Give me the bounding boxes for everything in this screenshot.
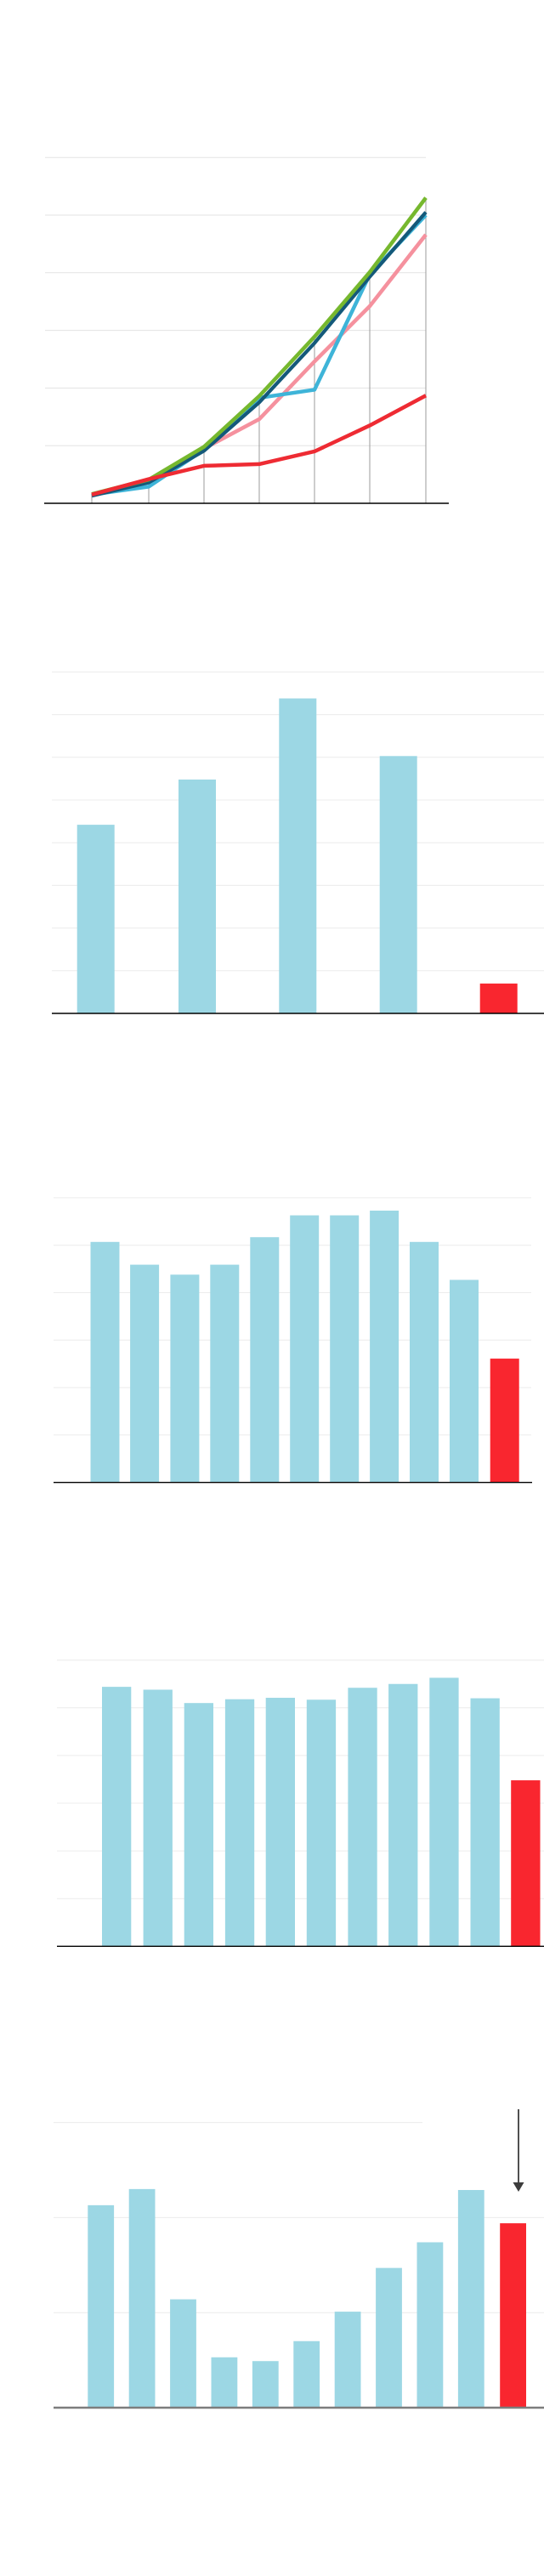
line-chart — [44, 156, 449, 504]
bar — [293, 2341, 320, 2408]
bar — [211, 2357, 238, 2408]
highlight-bar — [500, 2223, 526, 2408]
down-arrow-icon — [513, 2182, 524, 2192]
bar — [252, 2361, 279, 2408]
bar — [128, 2188, 156, 2408]
highlight-bar — [490, 1359, 519, 1483]
bar-chart-3-svg — [57, 1660, 544, 1948]
bar — [429, 1677, 459, 1947]
series-navy — [91, 211, 428, 498]
bar — [143, 1689, 173, 1947]
bar — [450, 1279, 479, 1483]
bar — [250, 1237, 280, 1483]
bar — [388, 1683, 418, 1947]
bar — [376, 2267, 402, 2408]
bar — [410, 1241, 439, 1483]
bar — [170, 2299, 196, 2408]
bar — [416, 2242, 444, 2408]
bar — [330, 1215, 360, 1483]
highlight-bar — [479, 983, 518, 1013]
bar — [470, 1698, 500, 1947]
figure-line-chart — [34, 14, 544, 2576]
bar-chart-4 — [54, 2109, 544, 2409]
bar — [130, 1264, 160, 1483]
bar — [457, 2189, 484, 2408]
bar — [370, 1210, 400, 1483]
bar — [184, 1703, 213, 1947]
bar — [348, 1688, 377, 1947]
bar — [170, 1274, 200, 1483]
bar-chart-3 — [57, 1660, 544, 1948]
bar — [210, 1264, 240, 1483]
bar — [379, 756, 417, 1013]
bar — [306, 1699, 337, 1947]
figure-bar-chart-2 — [34, 14, 544, 2576]
bar — [88, 2204, 115, 2408]
figure-bar-chart-3 — [34, 14, 544, 2576]
bar-chart-4-svg — [54, 2109, 544, 2409]
bar-chart-2 — [54, 1197, 532, 1484]
highlight-bar — [511, 1780, 541, 1947]
bar — [279, 698, 317, 1013]
bar — [265, 1698, 295, 1947]
bar — [178, 779, 216, 1013]
bar — [334, 2312, 361, 2408]
bar-chart-1 — [52, 671, 544, 1014]
down-arrow-annotation — [513, 2109, 524, 2192]
series-red — [91, 394, 428, 497]
bar — [224, 1699, 255, 1947]
figure-bar-chart-1 — [34, 14, 544, 2576]
figure-bar-chart-4 — [34, 14, 544, 2576]
bar — [76, 825, 115, 1013]
bar — [90, 1241, 120, 1483]
bar-chart-2-svg — [54, 1197, 532, 1484]
line-chart-svg — [44, 156, 449, 504]
bar — [102, 1687, 132, 1947]
bar-chart-1-svg — [52, 671, 544, 1014]
bar — [290, 1215, 320, 1483]
